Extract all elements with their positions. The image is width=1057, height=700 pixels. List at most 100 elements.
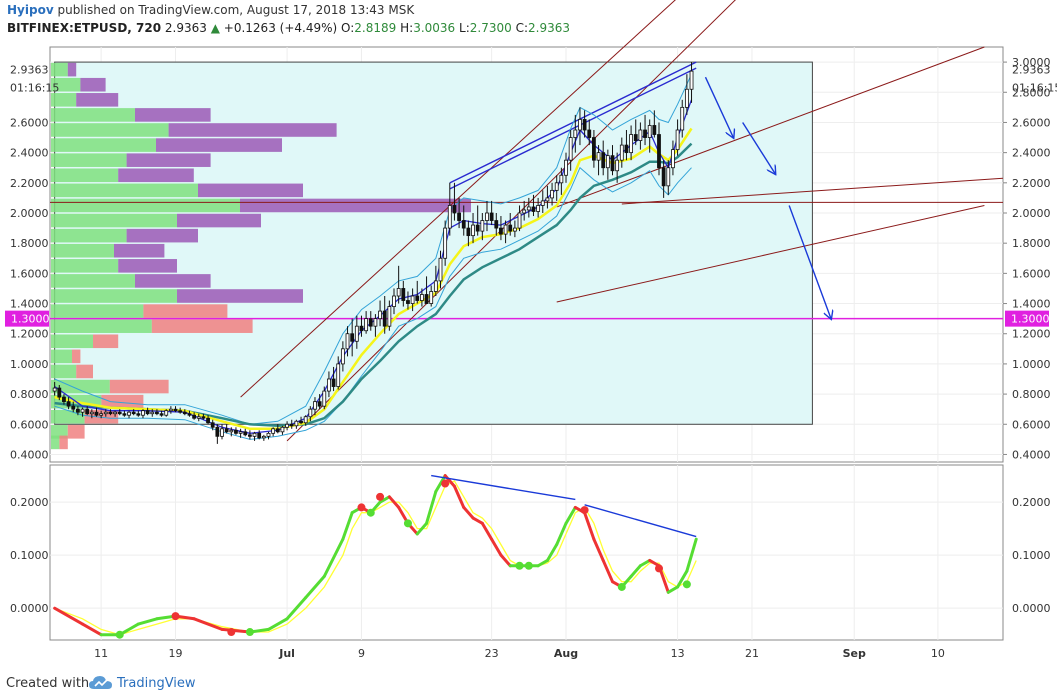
candle-body bbox=[517, 212, 522, 229]
up-triangle-icon: ▲ bbox=[210, 21, 220, 35]
candle-body bbox=[554, 182, 559, 191]
candle-body bbox=[285, 423, 289, 428]
trendline-4 bbox=[621, 177, 1004, 205]
oscillator-line-segment bbox=[81, 622, 103, 637]
price-chart[interactable]: 0.4000 0.4000 0.6000 0.6000 0.8000 0.8000 1.00… bbox=[0, 0, 1057, 668]
candle bbox=[340, 341, 345, 372]
candle bbox=[503, 220, 508, 244]
candle-body bbox=[308, 408, 313, 418]
oscillator-line-segment bbox=[425, 490, 438, 525]
oscillator-line-segment bbox=[629, 564, 642, 578]
volume-profile-up-bar bbox=[51, 349, 72, 364]
volume-profile-down-bar bbox=[109, 379, 169, 394]
candle bbox=[680, 99, 685, 138]
candle bbox=[122, 410, 127, 417]
oscillator-buy-marker bbox=[682, 580, 691, 589]
author-name[interactable]: Hyipov bbox=[7, 3, 54, 17]
last-price-label-left: 2.9363 bbox=[10, 64, 49, 77]
candle bbox=[150, 409, 155, 417]
oscillator-line-segment bbox=[285, 596, 308, 621]
candle-body bbox=[261, 435, 266, 439]
candle-body bbox=[494, 220, 499, 229]
candle bbox=[145, 407, 150, 416]
trendline-2 bbox=[556, 46, 985, 208]
candle bbox=[689, 62, 694, 103]
volume-profile-down-bar bbox=[177, 213, 261, 228]
y-tick-label-right: 3.0000 bbox=[1012, 56, 1051, 69]
candle bbox=[164, 409, 169, 417]
x-tick-label: Jul bbox=[278, 647, 295, 660]
candle bbox=[578, 107, 582, 146]
volume-profile-up-bar bbox=[51, 138, 156, 152]
candle bbox=[303, 415, 308, 426]
y-tick-label-left: 1.0000 bbox=[10, 358, 49, 371]
volume-profile-up-bar bbox=[51, 425, 68, 439]
candle-body bbox=[508, 224, 513, 232]
candle-body bbox=[605, 155, 610, 169]
candle-body bbox=[503, 224, 508, 235]
tradingview-link[interactable]: TradingView bbox=[117, 676, 196, 691]
volume-profile-up-bar bbox=[51, 274, 135, 288]
y-tick-label-left: 0.4000 bbox=[10, 448, 49, 461]
volume-profile-down-bar bbox=[67, 425, 85, 439]
candle bbox=[173, 406, 178, 413]
y-tick-label-left: 1.2000 bbox=[10, 328, 49, 341]
forecast-arrow bbox=[788, 205, 831, 318]
volume-profile-up-bar bbox=[51, 153, 127, 167]
candle-body bbox=[647, 125, 652, 138]
candle bbox=[480, 213, 485, 241]
x-tick-label: 13 bbox=[671, 647, 685, 660]
x-tick-label: 23 bbox=[485, 647, 499, 660]
oscillator-line-segment bbox=[536, 558, 549, 568]
low-value: 2.7300 bbox=[469, 21, 512, 35]
y-tick-label-right: 0.6000 bbox=[1012, 418, 1051, 431]
osc-y-tick-label-right: 0.2000 bbox=[1012, 496, 1051, 509]
candle-body bbox=[99, 413, 104, 416]
candle bbox=[657, 122, 661, 176]
candle bbox=[475, 205, 480, 236]
volume-profile-down-bar bbox=[67, 62, 77, 77]
volume-profile-down-bar bbox=[59, 435, 68, 450]
candle bbox=[564, 152, 568, 183]
candle bbox=[596, 145, 601, 176]
tradingview-cloud-icon[interactable] bbox=[88, 674, 114, 692]
candle-body bbox=[675, 129, 680, 151]
candle-body bbox=[573, 129, 578, 138]
candle bbox=[512, 220, 517, 238]
candle bbox=[489, 200, 494, 226]
candle-body bbox=[461, 220, 466, 229]
volume-profile-up-bar bbox=[51, 62, 68, 77]
candle bbox=[215, 424, 220, 444]
candle bbox=[387, 300, 392, 331]
publish-info: Hyipov published on TradingView.com, Aug… bbox=[7, 3, 414, 17]
osc-y-tick-label-left: 0.2000 bbox=[10, 496, 49, 509]
open-value: 2.8189 bbox=[354, 21, 397, 35]
candle-body bbox=[85, 408, 90, 415]
y-tick-label-left: 0.8000 bbox=[10, 388, 49, 401]
candle bbox=[368, 311, 373, 331]
candle-body bbox=[471, 224, 475, 237]
oscillator-line-segment bbox=[499, 553, 512, 568]
candle-body bbox=[587, 129, 592, 138]
candle bbox=[234, 427, 238, 435]
low-key: L: bbox=[459, 21, 470, 35]
candle bbox=[136, 410, 141, 417]
candle bbox=[322, 386, 327, 410]
candle-body bbox=[52, 387, 57, 392]
volume-profile-down-bar bbox=[240, 198, 471, 213]
oscillator-sell-marker bbox=[357, 503, 366, 512]
oscillator-line-segment bbox=[480, 521, 494, 541]
candle-body bbox=[420, 294, 424, 301]
candle bbox=[508, 213, 513, 236]
candle-body bbox=[80, 408, 85, 413]
candle-body bbox=[243, 431, 248, 436]
oscillator-line-segment bbox=[583, 511, 596, 541]
candle bbox=[75, 406, 80, 416]
candle bbox=[545, 185, 550, 209]
oscillator-buy-marker bbox=[245, 628, 254, 637]
candle-body bbox=[368, 318, 373, 327]
candle-body bbox=[684, 88, 689, 108]
candle-body bbox=[113, 411, 117, 415]
oscillator-line-segment bbox=[666, 585, 680, 594]
candle-body bbox=[652, 125, 657, 135]
